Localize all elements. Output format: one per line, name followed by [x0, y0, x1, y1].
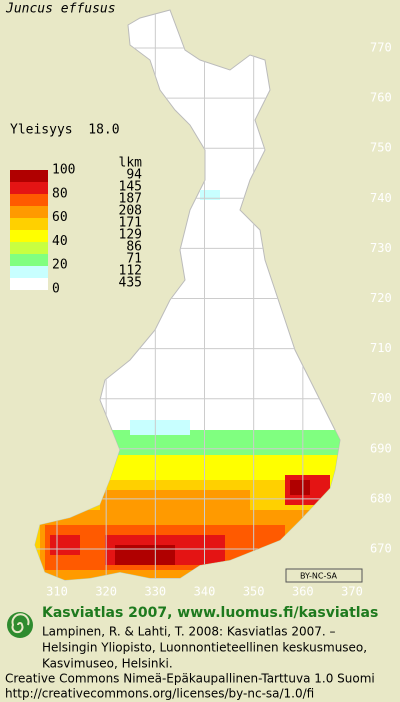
- logo: [7, 612, 33, 638]
- east-label: 370: [341, 585, 363, 599]
- north-label: 720: [370, 291, 392, 305]
- legend-count: 187: [119, 192, 142, 207]
- north-label: 770: [370, 41, 392, 55]
- legend-header: lkm: [119, 156, 143, 171]
- citation-line: Helsingin Yliopisto, Luonnontieteellinen…: [42, 641, 367, 655]
- legend-scale: 40: [52, 234, 68, 249]
- footer-heading: Kasviatlas 2007, www.luomus.fi/kasviatla…: [42, 605, 378, 621]
- license-badge: BY-NC-SA: [300, 572, 338, 581]
- north-label: 740: [370, 191, 392, 205]
- legend-swatch: [10, 218, 48, 230]
- legend-count: 86: [126, 240, 142, 255]
- legend-scale: 20: [52, 258, 68, 273]
- species-title: Juncus effusus: [5, 2, 116, 17]
- license-box: [285, 568, 363, 583]
- legend-count: 435: [119, 276, 142, 291]
- east-label: 350: [243, 585, 265, 599]
- legend-scale: 0: [52, 282, 60, 297]
- legend-count: 171: [119, 216, 142, 231]
- legend-swatch: [10, 182, 48, 194]
- legend-swatch: [10, 266, 48, 278]
- legend-swatch: [10, 194, 48, 206]
- east-label: 320: [95, 585, 117, 599]
- legend-swatch: [10, 278, 48, 290]
- legend-swatch: [10, 242, 48, 254]
- legend-count: 71: [126, 252, 142, 267]
- east-label: 310: [46, 585, 68, 599]
- north-label: 690: [370, 441, 392, 455]
- north-label: 700: [370, 391, 392, 405]
- legend-scale: 60: [52, 210, 68, 225]
- license-line: http://creativecommons.org/licenses/by-n…: [5, 687, 314, 701]
- legend-swatch: [10, 170, 48, 182]
- citation-line: Kasvimuseo, Helsinki.: [42, 657, 173, 671]
- north-label: 760: [370, 91, 392, 105]
- citation-line: Lampinen, R. & Lahti, T. 2008: Kasviatla…: [42, 625, 336, 639]
- legend-count: 208: [119, 204, 142, 219]
- frequency: Yleisyys 18.0: [10, 123, 120, 138]
- legend-swatch: [10, 230, 48, 242]
- license-line: Creative Commons Nimeä-Epäkaupallinen-Ta…: [5, 672, 375, 686]
- east-label: 360: [292, 585, 314, 599]
- legend-count: 112: [119, 264, 142, 279]
- legend-count: 129: [119, 228, 142, 243]
- east-label: 330: [144, 585, 166, 599]
- north-label: 730: [370, 241, 392, 255]
- north-label: 710: [370, 341, 392, 355]
- north-label: 680: [370, 491, 392, 505]
- north-label: 750: [370, 141, 392, 155]
- legend-count: 145: [119, 180, 142, 195]
- east-label: 340: [194, 585, 216, 599]
- legend-swatch: [10, 206, 48, 218]
- north-label: 670: [370, 542, 392, 556]
- legend-scale: 80: [52, 186, 68, 201]
- legend-count: 94: [126, 168, 142, 183]
- legend-scale: 100: [52, 163, 75, 178]
- legend-swatch: [10, 254, 48, 266]
